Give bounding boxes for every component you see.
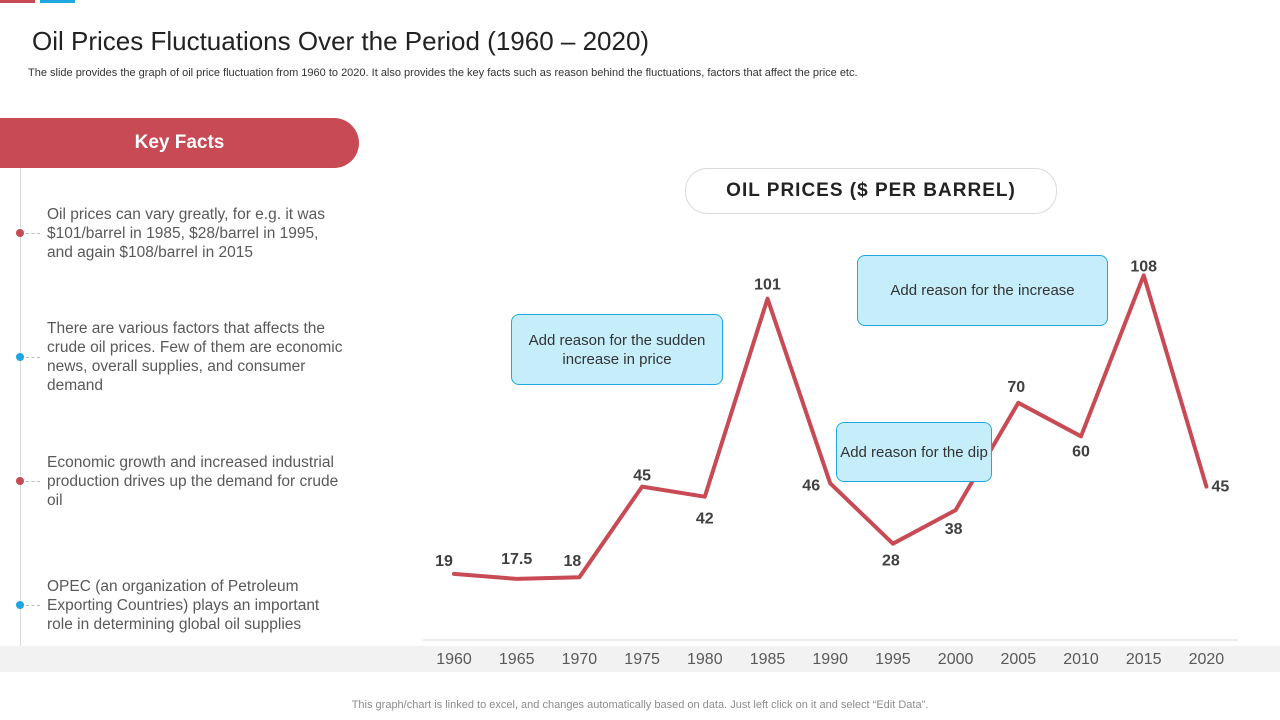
fact-text-2: There are various factors that affects t… — [47, 320, 343, 394]
chart-title: OIL PRICES ($ PER BARREL) — [685, 168, 1057, 214]
callout-sudden-increase: Add reason for the sudden increase in pr… — [511, 314, 723, 385]
data-label: 17.5 — [501, 551, 532, 568]
x-tick-label: 1975 — [624, 651, 660, 668]
data-label: 46 — [802, 477, 820, 494]
fact-bullet-4 — [16, 601, 24, 609]
data-label: 28 — [882, 553, 900, 570]
data-label: 19 — [435, 553, 453, 570]
fact-text-1: Oil prices can vary greatly, for e.g. it… — [47, 206, 325, 261]
x-tick-label: 1995 — [875, 651, 911, 668]
accent-bar-red — [0, 0, 35, 3]
x-tick-label: 1960 — [436, 651, 472, 668]
accent-bar-blue — [40, 0, 75, 3]
data-label: 101 — [754, 277, 781, 294]
x-tick-label: 1980 — [687, 651, 723, 668]
x-axis-band — [0, 646, 1280, 672]
fact-connector-1 — [26, 233, 40, 234]
x-tick-label: 2020 — [1189, 651, 1225, 668]
fact-bullet-3 — [16, 477, 24, 485]
fact-bullet-2 — [16, 353, 24, 361]
key-facts-timeline — [20, 168, 21, 646]
data-label: 60 — [1072, 443, 1090, 460]
data-label: 108 — [1130, 258, 1157, 275]
footer-note: This graph/chart is linked to excel, and… — [351, 699, 929, 711]
x-tick-label: 1970 — [562, 651, 598, 668]
fact-connector-3 — [26, 481, 40, 482]
fact-text-3: Economic growth and increased industrial… — [47, 454, 339, 509]
data-label: 18 — [564, 553, 582, 570]
x-tick-label: 1990 — [812, 651, 848, 668]
fact-bullet-1 — [16, 229, 24, 237]
key-facts-header: Key Facts — [0, 118, 359, 168]
x-tick-label: 2000 — [938, 651, 974, 668]
x-tick-label: 1965 — [499, 651, 535, 668]
series-line-oil-price — [452, 273, 1209, 581]
x-tick-label: 2015 — [1126, 651, 1162, 668]
x-tick-label: 2010 — [1063, 651, 1099, 668]
callout-increase: Add reason for the increase — [857, 255, 1108, 326]
data-label: 45 — [1212, 479, 1230, 496]
callout-dip: Add reason for the dip — [836, 422, 992, 482]
data-label: 42 — [696, 511, 714, 528]
page-subtitle: The slide provides the graph of oil pric… — [28, 67, 858, 79]
fact-connector-2 — [26, 357, 40, 358]
x-tick-label: 2005 — [1001, 651, 1037, 668]
fact-connector-4 — [26, 605, 40, 606]
page-title: Oil Prices Fluctuations Over the Period … — [32, 26, 650, 56]
data-label: 70 — [1007, 379, 1025, 396]
data-label: 38 — [945, 521, 963, 538]
x-tick-label: 1985 — [750, 651, 786, 668]
data-label: 45 — [633, 468, 651, 485]
fact-text-4: OPEC (an organization of Petroleum Expor… — [47, 578, 320, 633]
